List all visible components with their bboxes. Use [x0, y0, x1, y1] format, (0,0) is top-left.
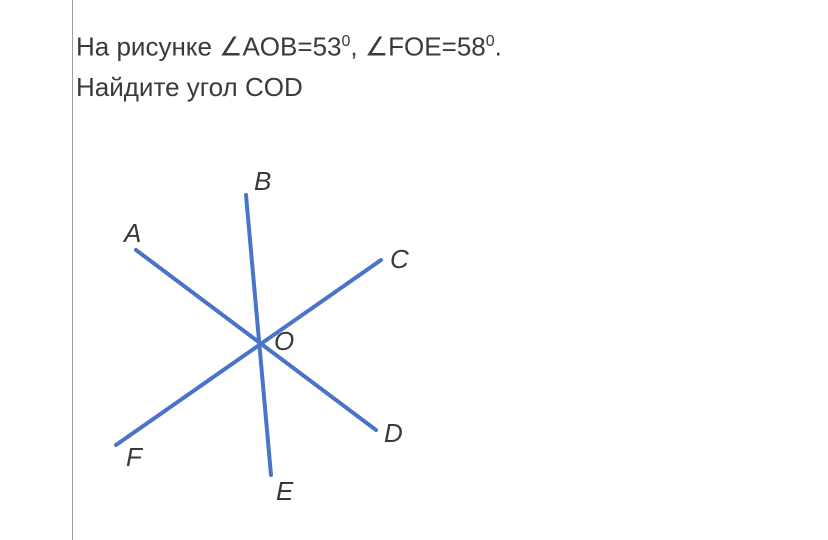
problem-line-2: Найдите угол COD	[76, 67, 796, 107]
problem-line-1: На рисунке ∠AOB=530, ∠FOE=580.	[76, 22, 796, 67]
point-label-c: C	[390, 244, 409, 274]
point-label-b: B	[254, 166, 271, 196]
point-label-d: D	[384, 418, 403, 448]
point-label-o: O	[274, 326, 294, 356]
angle1-name: AOB	[242, 32, 297, 62]
point-label-f: F	[126, 442, 144, 472]
ray-lines	[116, 195, 381, 475]
diagram-line	[136, 250, 376, 430]
point-label-e: E	[276, 476, 294, 506]
vertical-rule	[72, 0, 73, 540]
diagram-line	[116, 260, 381, 445]
angle2-value: 58	[457, 32, 486, 62]
angle-symbol: ∠	[219, 32, 242, 62]
degree-symbol: 0	[486, 33, 495, 50]
point-label-a: A	[122, 218, 141, 248]
equals: =	[297, 32, 312, 62]
geometry-diagram: A B C D E F O	[76, 140, 436, 520]
separator: ,	[350, 32, 364, 62]
diagram-svg: A B C D E F O	[76, 140, 436, 520]
period: .	[495, 32, 502, 62]
angle2-name: FOE	[388, 32, 441, 62]
angle1-value: 53	[313, 32, 342, 62]
text-prefix: На рисунке	[76, 32, 219, 62]
problem-statement: На рисунке ∠AOB=530, ∠FOE=580. Найдите у…	[76, 22, 796, 107]
angle-symbol: ∠	[365, 32, 388, 62]
equals: =	[442, 32, 457, 62]
point-labels: A B C D E F O	[122, 166, 409, 506]
